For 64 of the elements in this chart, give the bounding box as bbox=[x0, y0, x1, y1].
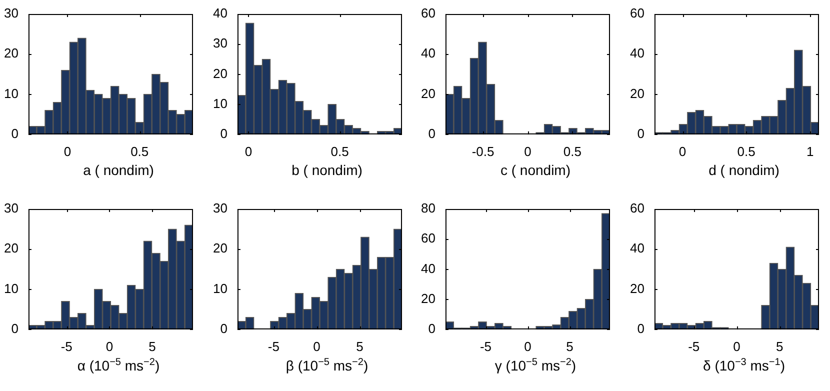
y-tick-label: 10 bbox=[4, 280, 18, 296]
x-tick-label: 0 bbox=[244, 144, 252, 159]
y-tick-label: 60 bbox=[420, 6, 436, 21]
x-axis-title: δ (10$^{−3}$ ms$^{−1}$) bbox=[702, 357, 786, 374]
x-tick-label: 0.5 bbox=[330, 144, 348, 159]
y-tick-label: 40 bbox=[629, 240, 644, 256]
y-tick-label: 10 bbox=[212, 96, 227, 111]
y-tick-label: 20 bbox=[420, 290, 436, 306]
y-tick-label: 20 bbox=[629, 280, 644, 296]
y-tick-label: 20 bbox=[420, 86, 436, 101]
x-axis-title: β (10$^{−5}$ ms$^{−2}$) bbox=[284, 357, 370, 374]
y-tick-label: 40 bbox=[212, 6, 227, 21]
x-axis-title: γ (10$^{−5}$ ms$^{−2}$) bbox=[494, 357, 578, 374]
y-tick-label: 0 bbox=[11, 320, 18, 336]
x-tick-label: 0 bbox=[524, 144, 532, 159]
x-tick-label: 5 bbox=[566, 338, 574, 354]
y-tick-label: 20 bbox=[212, 240, 227, 256]
y-tick-label: 80 bbox=[420, 200, 436, 216]
y-tick-label: 0 bbox=[636, 126, 644, 141]
y-tick-label: 20 bbox=[212, 66, 227, 81]
x-tick-label: 0 bbox=[732, 338, 740, 354]
x-axis-title: a ( nondim) bbox=[82, 162, 155, 178]
y-tick-label: 0 bbox=[428, 126, 436, 141]
y-tick-label: 40 bbox=[420, 260, 436, 276]
y-tick-label: 20 bbox=[4, 46, 18, 61]
y-tick-label: 0 bbox=[220, 320, 227, 336]
x-tick-label: -5 bbox=[688, 338, 700, 354]
y-tick-label: 20 bbox=[4, 240, 18, 256]
x-tick-label: 5 bbox=[775, 338, 783, 354]
y-tick-label: 20 bbox=[629, 86, 644, 101]
y-tick-label: 60 bbox=[629, 200, 644, 216]
x-tick-label: 0 bbox=[312, 338, 320, 354]
y-tick-label: 10 bbox=[4, 86, 18, 101]
y-tick-label: 30 bbox=[212, 36, 227, 51]
x-axis-title: α (10$^{−5}$ ms$^{−2}$) bbox=[76, 357, 161, 374]
y-tick-label: 0 bbox=[636, 320, 644, 336]
x-tick-label: 0 bbox=[524, 338, 532, 354]
y-tick-label: 0 bbox=[220, 126, 227, 141]
x-axis-title: b ( nondim) bbox=[290, 162, 364, 178]
x-tick-label: 0.5 bbox=[563, 144, 582, 159]
x-tick-label: 0.5 bbox=[130, 144, 149, 159]
x-tick-label: 1 bbox=[806, 144, 814, 159]
x-tick-label: 0 bbox=[678, 144, 686, 159]
x-tick-label: -5 bbox=[267, 338, 279, 354]
x-tick-label: 5 bbox=[148, 338, 156, 354]
x-tick-label: 0.5 bbox=[736, 144, 755, 159]
x-axis-title: c ( nondim) bbox=[499, 162, 572, 178]
y-tick-label: 30 bbox=[212, 200, 227, 216]
y-tick-label: 30 bbox=[4, 6, 18, 21]
y-tick-label: 0 bbox=[11, 126, 18, 141]
y-tick-label: 10 bbox=[212, 280, 227, 296]
y-tick-label: 0 bbox=[428, 320, 436, 336]
y-tick-label: 40 bbox=[629, 46, 644, 61]
x-tick-label: 0 bbox=[106, 338, 114, 354]
y-tick-label: 60 bbox=[420, 230, 436, 246]
x-tick-label: -5 bbox=[480, 338, 492, 354]
x-tick-label: -5 bbox=[60, 338, 72, 354]
x-tick-label: -0.5 bbox=[472, 144, 494, 159]
y-tick-label: 60 bbox=[629, 6, 644, 21]
x-tick-label: 5 bbox=[356, 338, 363, 354]
x-axis-title: d ( nondim) bbox=[708, 162, 780, 178]
y-tick-label: 40 bbox=[420, 46, 436, 61]
x-tick-label: 0 bbox=[64, 144, 72, 159]
y-tick-label: 30 bbox=[4, 200, 18, 216]
